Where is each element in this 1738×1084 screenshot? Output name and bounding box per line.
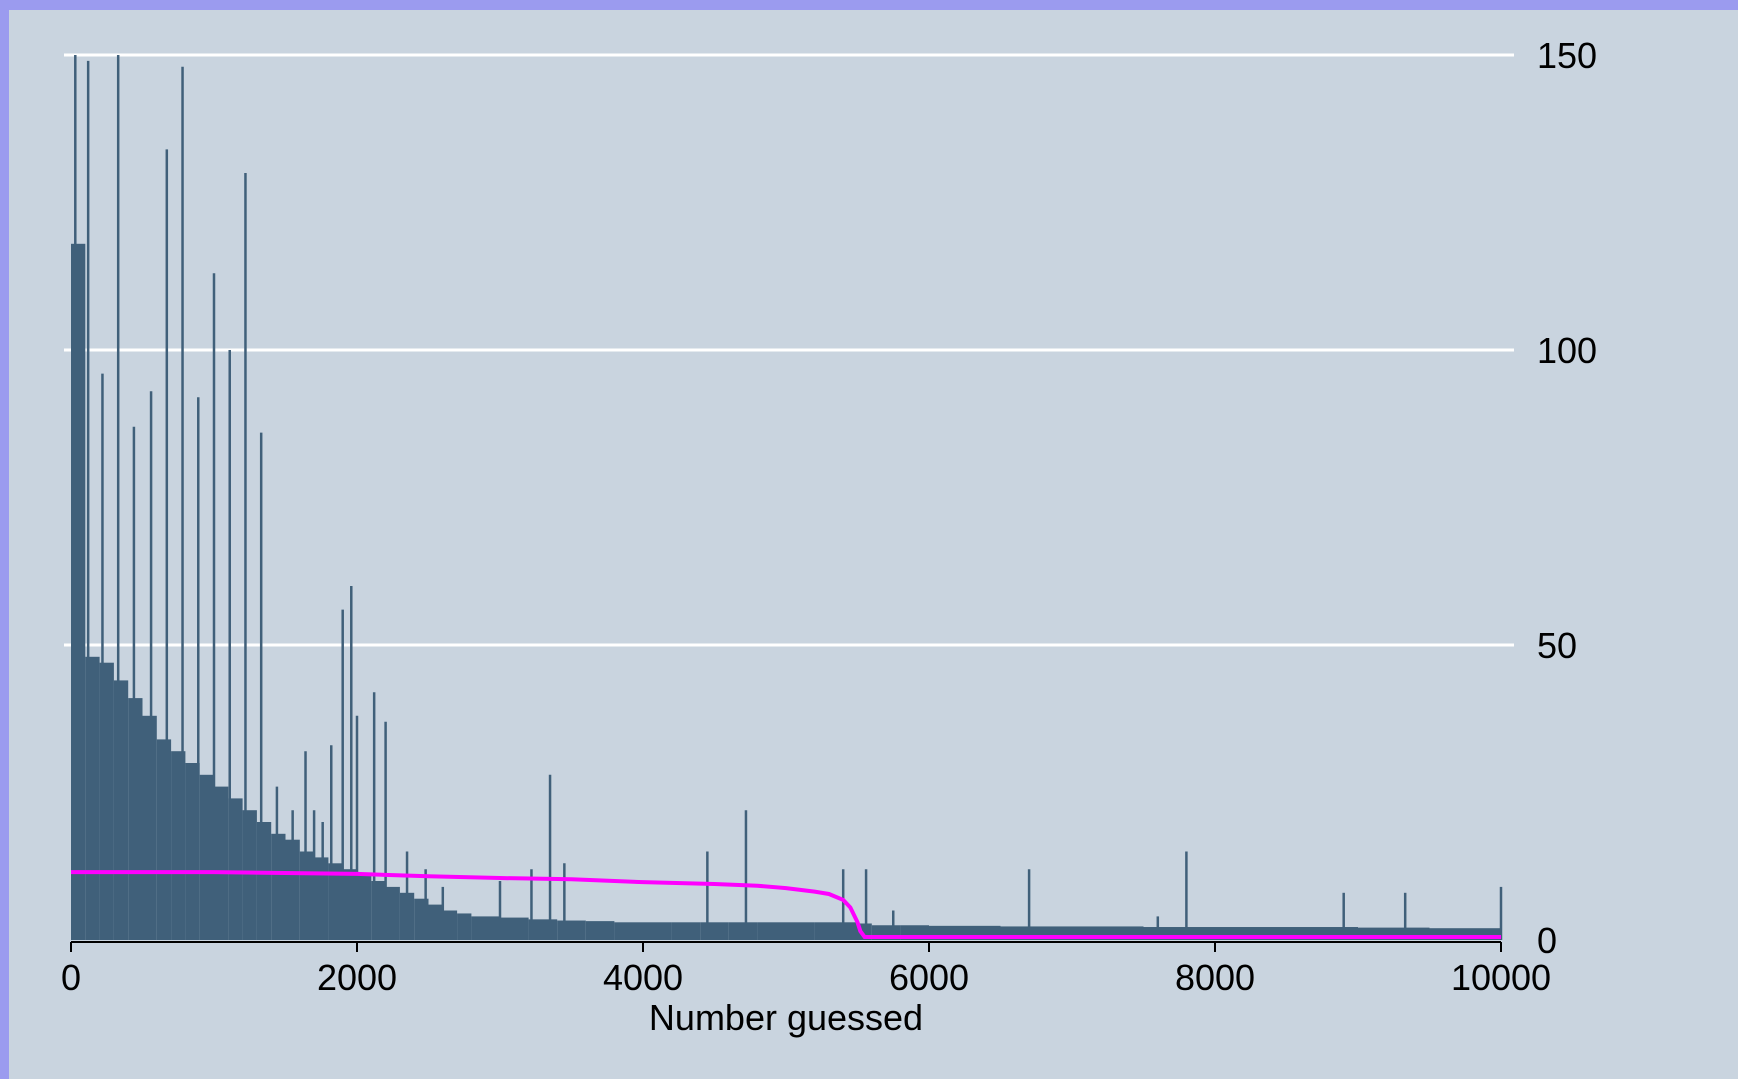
histogram-bar (728, 922, 758, 940)
histogram-bar (786, 922, 815, 940)
histogram-bar (357, 875, 372, 940)
y-tick-label: 0 (1537, 920, 1557, 961)
histogram-bar (643, 922, 672, 940)
histogram-bar (843, 922, 858, 940)
histogram-bar (156, 739, 172, 940)
histogram-bar (428, 904, 443, 940)
x-tick-label: 8000 (1175, 957, 1255, 998)
histogram-bar (1429, 928, 1501, 940)
histogram-bar (71, 243, 86, 941)
magenta-line (71, 870, 1501, 940)
overlay-line (71, 870, 1501, 940)
histogram-bar (585, 921, 615, 940)
histogram-bar (185, 763, 200, 940)
histogram-bar (228, 798, 243, 940)
histogram-bar (199, 774, 214, 940)
bars (71, 55, 1503, 941)
x-tick-label: 10000 (1451, 957, 1551, 998)
histogram-bar (256, 822, 272, 940)
histogram-bar (500, 917, 529, 940)
histogram-bar (614, 922, 643, 940)
x-tick-label: 6000 (889, 957, 969, 998)
x-tick-label: 2000 (317, 957, 397, 998)
histogram-bar (342, 869, 357, 940)
histogram-bar (700, 922, 729, 940)
histogram-bar (457, 913, 472, 940)
histogram-bar (471, 916, 500, 940)
histogram-bar (557, 920, 586, 940)
x-tick-label: 4000 (603, 957, 683, 998)
histogram-bar (442, 910, 458, 940)
y-tick-label: 150 (1537, 35, 1597, 76)
histogram-bar (128, 698, 143, 940)
histogram-bar (299, 851, 315, 940)
histogram-bar (385, 886, 400, 940)
histogram-bar (814, 922, 844, 940)
histogram-bar (757, 922, 786, 940)
histogram-bar (671, 922, 701, 940)
axes: 0 50 100 150 0 2000 4000 6000 8000 10000 (61, 35, 1597, 998)
histogram-chart: 0 50 100 150 0 2000 4000 6000 8000 10000 Number g… (9, 10, 1738, 1079)
y-tick-label: 50 (1537, 625, 1577, 666)
y-tick-label: 100 (1537, 330, 1597, 371)
histogram-bar (142, 715, 157, 940)
histogram-bar (528, 919, 558, 940)
chart-panel: 0 50 100 150 0 2000 4000 6000 8000 10000 Number g… (9, 10, 1738, 1079)
histogram-bar (113, 680, 129, 940)
histogram-bar (214, 786, 229, 940)
x-axis-label: Number guessed (649, 997, 923, 1038)
histogram-bar (314, 857, 329, 940)
histogram-bar (271, 833, 286, 940)
gridlines (64, 53, 1514, 647)
x-tick-label: 0 (61, 957, 81, 998)
